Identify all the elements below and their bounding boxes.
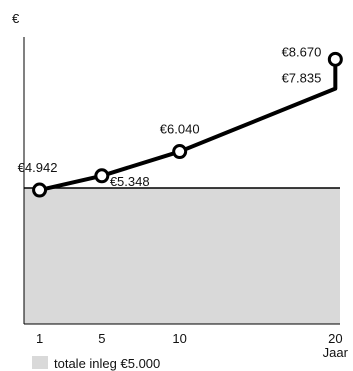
x-tick-label: 20: [328, 331, 342, 346]
data-labels: €4.942 €5.348 €6.040 €7.835 €8.670: [18, 44, 322, 188]
x-tick-label: 10: [172, 331, 186, 346]
y-axis-unit: €: [12, 11, 20, 26]
legend-label: totale inleg €5.000: [54, 356, 160, 371]
x-tick-labels: 1 5 10 20: [36, 331, 343, 346]
axes: € Jaar: [12, 11, 349, 360]
data-label: €4.942: [18, 160, 58, 175]
data-label: €6.040: [160, 122, 200, 137]
data-label: €8.670: [282, 44, 322, 59]
total-deposit-area: [24, 188, 340, 324]
data-points: [32, 51, 343, 198]
x-tick-label: 5: [98, 331, 105, 346]
data-point: [172, 144, 188, 160]
legend: totale inleg €5.000: [32, 356, 160, 371]
reference-layer: [24, 187, 340, 324]
data-point: [327, 51, 343, 67]
data-label: €5.348: [110, 174, 150, 189]
data-point: [94, 168, 110, 184]
x-tick-label: 1: [36, 331, 43, 346]
legend-swatch: [32, 356, 48, 369]
x-axis-unit: Jaar: [323, 345, 349, 360]
data-point: [32, 182, 48, 198]
data-label: €7.835: [282, 71, 322, 86]
